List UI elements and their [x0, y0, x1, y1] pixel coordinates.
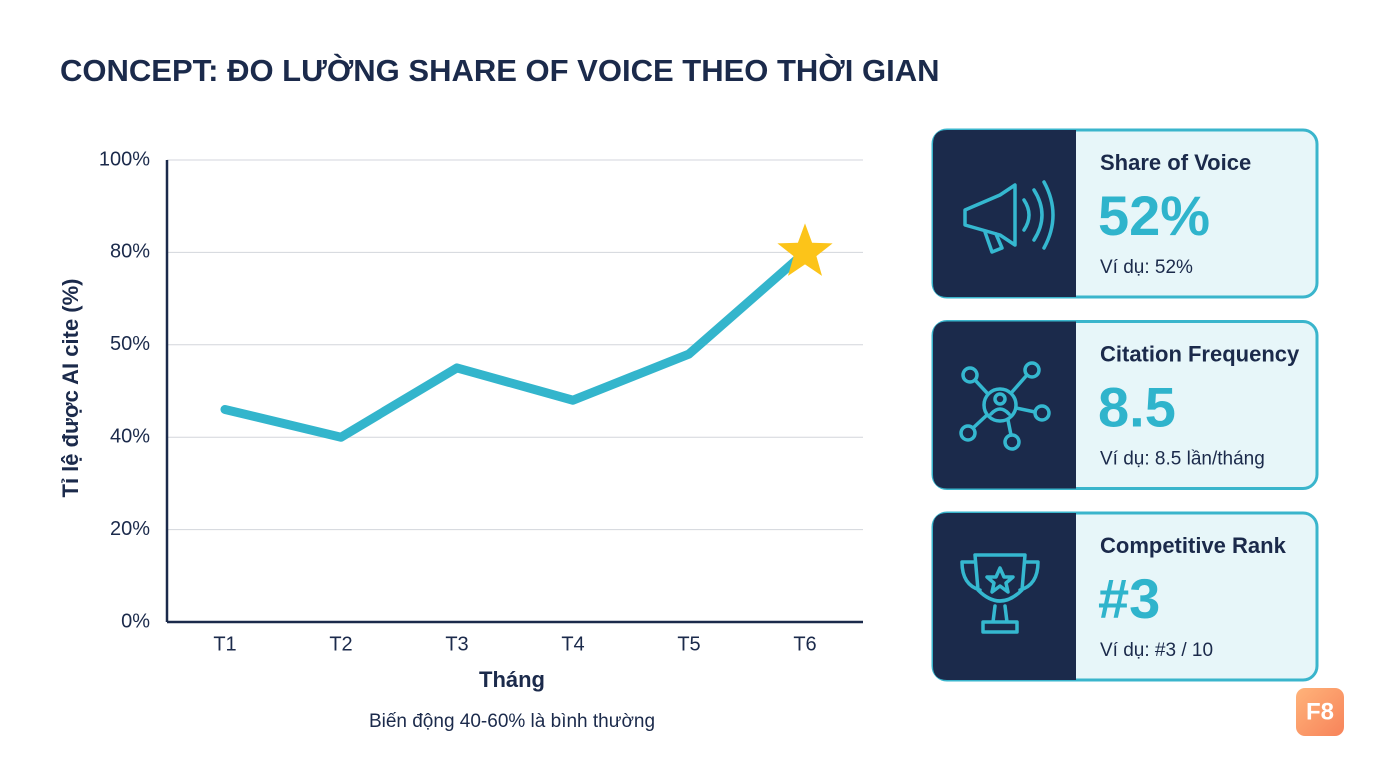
card-title: Citation Frequency — [1100, 341, 1300, 366]
x-tick-label: T6 — [793, 633, 816, 655]
metric-cards: Share of Voice 52% Ví dụ: 52% Citation Freq… — [931, 128, 1319, 682]
x-tick-label: T3 — [445, 633, 468, 655]
card-example: Ví dụ: 8.5 lần/tháng — [1100, 449, 1265, 470]
x-tick-label: T4 — [561, 633, 584, 655]
card-icon-panel — [933, 130, 1076, 297]
x-axis-label: Tháng — [479, 667, 545, 692]
slide-title: CONCEPT: ĐO LƯỜNG SHARE OF VOICE THEO TH… — [60, 52, 939, 88]
y-tick-label: 40% — [110, 425, 150, 447]
highlight-star — [777, 223, 833, 276]
y-axis-label: Tỉ lệ được AI cite (%) — [58, 278, 83, 497]
card-title: Competitive Rank — [1100, 533, 1287, 558]
line-chart: 0% 20% 40% 50% 80% 100% T1 T2 T3 T4 T5 T6 Tháng Tỉ lệ… — [58, 148, 863, 732]
y-tick-label: 20% — [110, 518, 150, 540]
y-tick-label: 80% — [110, 241, 150, 263]
x-tick-label: T1 — [213, 633, 236, 655]
card-title: Share of Voice — [1100, 150, 1251, 175]
card-icon — [959, 361, 1051, 451]
y-tick-label: 50% — [110, 333, 150, 355]
card-example: Ví dụ: 52% — [1100, 257, 1193, 278]
card-icon-panel — [933, 513, 1076, 680]
card-value: #3 — [1098, 567, 1160, 630]
badge-text: F8 — [1306, 698, 1334, 725]
data-line — [220, 247, 810, 442]
card-icon — [963, 180, 1055, 254]
y-tick-label: 100% — [99, 148, 150, 170]
note: Biến động 40-60% là bình thường — [369, 711, 655, 732]
card-value: 8.5 — [1098, 375, 1176, 438]
y-tick-label: 0% — [121, 610, 150, 632]
badge — [1296, 688, 1344, 736]
card-icon — [960, 553, 1040, 634]
card-value: 52% — [1098, 184, 1210, 247]
card-icon-panel — [933, 321, 1076, 489]
x-tick-label: T2 — [329, 633, 352, 655]
card-example: Ví dụ: #3 / 10 — [1100, 640, 1213, 661]
x-tick-label: T5 — [677, 633, 700, 655]
